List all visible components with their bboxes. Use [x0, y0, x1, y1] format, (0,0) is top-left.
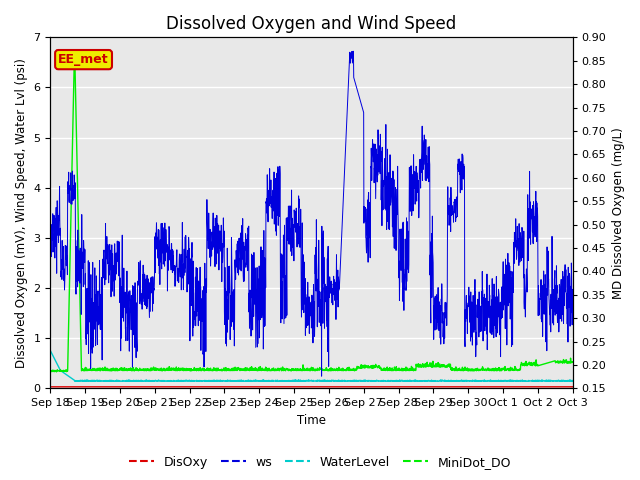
Text: EE_met: EE_met — [58, 53, 109, 66]
Legend: DisOxy, ws, WaterLevel, MiniDot_DO: DisOxy, ws, WaterLevel, MiniDot_DO — [124, 451, 516, 474]
Y-axis label: Dissolved Oxygen (mV), Wind Speed, Water Lvl (psi): Dissolved Oxygen (mV), Wind Speed, Water… — [15, 58, 28, 368]
Title: Dissolved Oxygen and Wind Speed: Dissolved Oxygen and Wind Speed — [166, 15, 457, 33]
X-axis label: Time: Time — [297, 414, 326, 427]
Y-axis label: MD Dissolved Oxygen (mg/L): MD Dissolved Oxygen (mg/L) — [612, 127, 625, 299]
